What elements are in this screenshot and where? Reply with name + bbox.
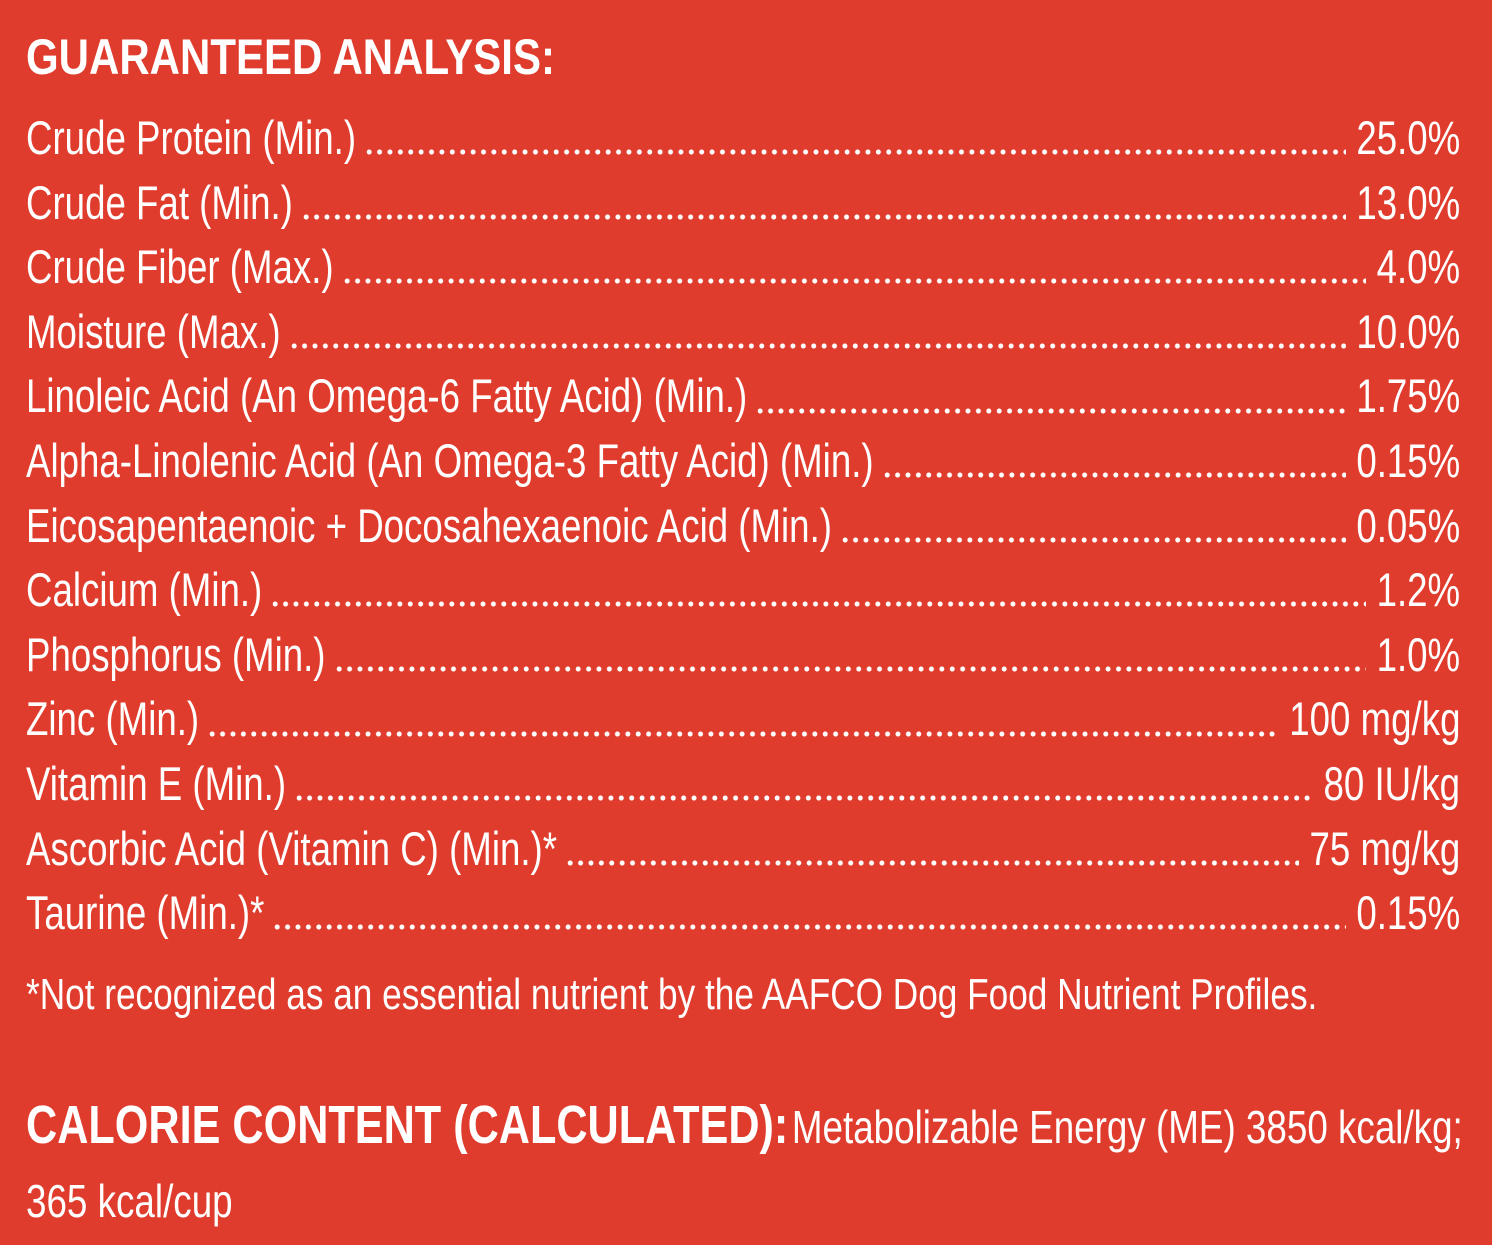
row-label-wrap: Ascorbic Acid (Vitamin C) (Min.)*	[26, 817, 557, 882]
table-row: Phosphorus (Min.) 1.0%	[26, 623, 1460, 688]
row-label: Zinc (Min.)	[26, 692, 200, 746]
table-row: Moisture (Max.) 10.0%	[26, 300, 1460, 365]
analysis-table: Crude Protein (Min.) 25.0% Crude Fat (Min.…	[26, 106, 1460, 946]
dot-leader	[755, 405, 1346, 416]
row-label: Ascorbic Acid (Vitamin C) (Min.)*	[26, 821, 558, 875]
dot-leader	[270, 599, 1367, 610]
row-label: Taurine (Min.)*	[26, 886, 265, 940]
row-label: Alpha-Linolenic Acid (An Omega-3 Fatty A…	[26, 433, 874, 487]
dot-leader	[300, 211, 1346, 222]
row-value: 4.0%	[1376, 240, 1460, 294]
table-row: Alpha-Linolenic Acid (An Omega-3 Fatty A…	[26, 429, 1460, 494]
dot-leader	[333, 664, 1367, 675]
row-label-wrap: Moisture (Max.)	[26, 300, 281, 365]
calorie-content: CALORIE CONTENT (CALCULATED): Metaboliza…	[26, 1094, 1466, 1232]
table-row: Crude Protein (Min.) 25.0%	[26, 106, 1460, 171]
row-value: 0.15%	[1356, 433, 1460, 487]
row-label: Calcium (Min.)	[26, 563, 263, 617]
row-label-wrap: Vitamin E (Min.)	[26, 752, 286, 817]
row-value: 100 mg/kg	[1288, 692, 1460, 746]
table-row: Linoleic Acid (An Omega-6 Fatty Acid) (M…	[26, 364, 1460, 429]
row-label-wrap: Alpha-Linolenic Acid (An Omega-3 Fatty A…	[26, 429, 874, 494]
dot-leader	[272, 922, 1346, 933]
footnote: *Not recognized as an essential nutrient…	[26, 970, 1318, 1019]
row-label-wrap: Eicosapentaenoic + Docosahexaenoic Acid …	[26, 494, 832, 559]
page-title: GUARANTEED ANALYSIS:	[26, 29, 555, 85]
table-row: Crude Fat (Min.) 13.0%	[26, 171, 1460, 236]
row-label-wrap: Calcium (Min.)	[26, 558, 262, 623]
dot-leader	[207, 728, 1279, 739]
row-label: Moisture (Max.)	[26, 304, 281, 358]
row-label-wrap: Crude Protein (Min.)	[26, 106, 356, 171]
row-label: Linoleic Acid (An Omega-6 Fatty Acid) (M…	[26, 369, 748, 423]
row-value: 80 IU/kg	[1323, 756, 1460, 810]
row-value: 1.0%	[1376, 627, 1460, 681]
calorie-heading: CALORIE CONTENT (CALCULATED):	[26, 1095, 789, 1155]
dot-leader	[839, 534, 1346, 545]
row-value: 0.05%	[1356, 498, 1460, 552]
row-value: 75 mg/kg	[1309, 821, 1460, 875]
row-label-wrap: Zinc (Min.)	[26, 687, 199, 752]
row-value: 25.0%	[1356, 111, 1460, 164]
row-label-wrap: Linoleic Acid (An Omega-6 Fatty Acid) (M…	[26, 364, 747, 429]
dot-leader	[341, 276, 1367, 287]
row-label-wrap: Phosphorus (Min.)	[26, 623, 326, 688]
row-label: Crude Fat (Min.)	[26, 175, 293, 229]
row-value: 1.2%	[1376, 563, 1460, 617]
row-value: 1.75%	[1356, 369, 1460, 423]
table-row: Zinc (Min.) 100 mg/kg	[26, 687, 1460, 752]
row-label: Crude Protein (Min.)	[26, 111, 357, 164]
dot-leader	[881, 470, 1346, 481]
calorie-energy-text: Metabolizable Energy (ME) 3850 kcal/kg;	[791, 1101, 1463, 1153]
table-row: Eicosapentaenoic + Docosahexaenoic Acid …	[26, 494, 1460, 559]
row-value: 10.0%	[1356, 304, 1460, 358]
table-row: Taurine (Min.)* 0.15%	[26, 881, 1460, 946]
row-label-wrap: Crude Fiber (Max.)	[26, 235, 334, 300]
row-label: Eicosapentaenoic + Docosahexaenoic Acid …	[26, 498, 832, 552]
table-row: Ascorbic Acid (Vitamin C) (Min.)* 75 mg/k…	[26, 817, 1460, 882]
table-row: Vitamin E (Min.) 80 IU/kg	[26, 752, 1460, 817]
row-label: Phosphorus (Min.)	[26, 627, 326, 681]
calorie-per-cup-text: 365 kcal/cup	[26, 1175, 233, 1227]
row-label-wrap: Crude Fat (Min.)	[26, 171, 293, 236]
row-label-wrap: Taurine (Min.)*	[26, 881, 264, 946]
dot-leader	[565, 857, 1299, 868]
table-row: Calcium (Min.) 1.2%	[26, 558, 1460, 623]
dot-leader	[294, 793, 1314, 804]
row-value: 0.15%	[1356, 886, 1460, 940]
dot-leader	[364, 147, 1346, 158]
table-row: Crude Fiber (Max.) 4.0%	[26, 235, 1460, 300]
row-value: 13.0%	[1356, 175, 1460, 229]
row-label: Vitamin E (Min.)	[26, 756, 287, 810]
dot-leader	[288, 341, 1346, 352]
row-label: Crude Fiber (Max.)	[26, 240, 334, 294]
